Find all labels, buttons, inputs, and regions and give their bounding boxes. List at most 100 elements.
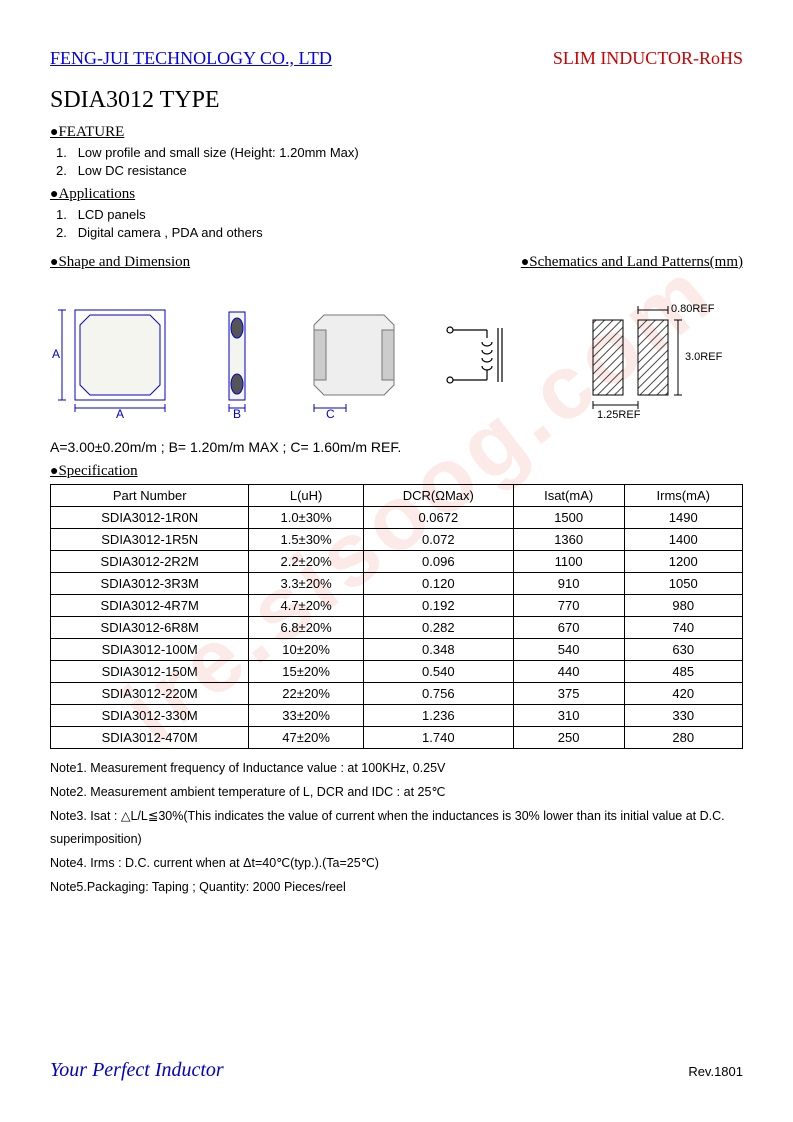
dimensions-text: A=3.00±0.20m/m ; B= 1.20m/m MAX ; C= 1.6…	[50, 439, 743, 455]
table-cell: 770	[513, 595, 624, 617]
diagram-row: A A B	[50, 295, 743, 425]
slogan: Your Perfect Inductor	[50, 1059, 224, 1082]
table-cell: SDIA3012-470M	[51, 727, 249, 749]
schematic-heading: Schematics and Land Patterns(mm)	[529, 254, 743, 270]
table-cell: SDIA3012-1R5N	[51, 529, 249, 551]
feature-heading: FEATURE	[58, 124, 124, 140]
table-cell: 6.8±20%	[249, 617, 364, 639]
application-item: 2. Digital camera , PDA and others	[56, 225, 743, 240]
table-cell: 4.7±20%	[249, 595, 364, 617]
table-cell: 1360	[513, 529, 624, 551]
table-cell: 0.192	[363, 595, 513, 617]
table-cell: SDIA3012-150M	[51, 661, 249, 683]
table-row: SDIA3012-470M47±20%1.740250280	[51, 727, 743, 749]
table-row: SDIA3012-330M33±20%1.236310330	[51, 705, 743, 727]
feature-item: 1. Low profile and small size (Height: 1…	[56, 145, 743, 160]
notes-block: Note1. Measurement frequency of Inductan…	[50, 757, 743, 900]
table-cell: 1.740	[363, 727, 513, 749]
dim-label-a2: A	[52, 347, 60, 361]
dim-label-c: C	[326, 407, 335, 420]
table-cell: 280	[624, 727, 742, 749]
diagram-schematic	[442, 300, 542, 420]
section-applications: ●Applications	[50, 186, 743, 203]
table-cell: 980	[624, 595, 742, 617]
ref-080: 0.80REF	[671, 303, 715, 315]
table-cell: 250	[513, 727, 624, 749]
table-cell: 1490	[624, 507, 742, 529]
spec-col-header: Part Number	[51, 485, 249, 507]
table-cell: 630	[624, 639, 742, 661]
spec-col-header: L(uH)	[249, 485, 364, 507]
table-cell: 1.0±30%	[249, 507, 364, 529]
table-cell: SDIA3012-6R8M	[51, 617, 249, 639]
table-cell: 330	[624, 705, 742, 727]
table-cell: 0.348	[363, 639, 513, 661]
table-row: SDIA3012-150M15±20%0.540440485	[51, 661, 743, 683]
table-cell: 15±20%	[249, 661, 364, 683]
table-row: SDIA3012-3R3M3.3±20%0.1209101050	[51, 573, 743, 595]
table-cell: 33±20%	[249, 705, 364, 727]
spec-col-header: Isat(mA)	[513, 485, 624, 507]
table-row: SDIA3012-1R5N1.5±30%0.07213601400	[51, 529, 743, 551]
note-line: Note2. Measurement ambient temperature o…	[50, 781, 743, 805]
table-cell: SDIA3012-2R2M	[51, 551, 249, 573]
table-cell: 1.236	[363, 705, 513, 727]
table-cell: SDIA3012-3R3M	[51, 573, 249, 595]
table-cell: 1100	[513, 551, 624, 573]
dim-label-b: B	[233, 407, 241, 420]
spec-col-header: Irms(mA)	[624, 485, 742, 507]
table-row: SDIA3012-1R0N1.0±30%0.067215001490	[51, 507, 743, 529]
table-cell: 22±20%	[249, 683, 364, 705]
table-cell: 740	[624, 617, 742, 639]
revision: Rev.1801	[688, 1064, 743, 1079]
table-cell: 0.0672	[363, 507, 513, 529]
diagram-top-view: A A	[50, 300, 180, 420]
table-row: SDIA3012-2R2M2.2±20%0.09611001200	[51, 551, 743, 573]
table-cell: 310	[513, 705, 624, 727]
table-cell: 2.2±20%	[249, 551, 364, 573]
table-cell: 0.120	[363, 573, 513, 595]
ref-125: 1.25REF	[597, 409, 641, 420]
table-cell: 485	[624, 661, 742, 683]
diagram-land-pattern: 0.80REF 3.0REF 1.25REF	[573, 300, 743, 420]
table-cell: 1.5±30%	[249, 529, 364, 551]
note-line: Note5.Packaging: Taping ; Quantity: 2000…	[50, 876, 743, 900]
table-cell: 3.3±20%	[249, 573, 364, 595]
company-name: FENG-JUI TECHNOLOGY CO., LTD	[50, 48, 332, 69]
table-row: SDIA3012-6R8M6.8±20%0.282670740	[51, 617, 743, 639]
ref-30: 3.0REF	[685, 351, 723, 363]
table-cell: 0.282	[363, 617, 513, 639]
header: FENG-JUI TECHNOLOGY CO., LTD SLIM INDUCT…	[50, 48, 743, 69]
table-cell: 420	[624, 683, 742, 705]
page-title: SDIA3012 TYPE	[50, 87, 743, 114]
note-line: Note1. Measurement frequency of Inductan…	[50, 757, 743, 781]
diagram-bottom-view: C	[302, 300, 412, 420]
table-cell: 1400	[624, 529, 742, 551]
section-schematic: ●Schematics and Land Patterns(mm)	[521, 254, 743, 271]
table-cell: 440	[513, 661, 624, 683]
table-cell: 47±20%	[249, 727, 364, 749]
table-cell: 1200	[624, 551, 742, 573]
table-cell: 1050	[624, 573, 742, 595]
table-cell: SDIA3012-4R7M	[51, 595, 249, 617]
table-cell: 670	[513, 617, 624, 639]
table-cell: 0.096	[363, 551, 513, 573]
table-cell: 375	[513, 683, 624, 705]
table-row: SDIA3012-100M10±20%0.348540630	[51, 639, 743, 661]
table-cell: SDIA3012-100M	[51, 639, 249, 661]
table-cell: 0.540	[363, 661, 513, 683]
table-cell: 540	[513, 639, 624, 661]
table-row: SDIA3012-220M22±20%0.756375420	[51, 683, 743, 705]
table-row: SDIA3012-4R7M4.7±20%0.192770980	[51, 595, 743, 617]
spec-heading: Specification	[58, 463, 137, 479]
section-shape: ●Shape and Dimension	[50, 254, 190, 271]
table-cell: 0.756	[363, 683, 513, 705]
product-type: SLIM INDUCTOR-RoHS	[553, 48, 743, 69]
footer: Your Perfect Inductor Rev.1801	[50, 1059, 743, 1082]
table-cell: SDIA3012-330M	[51, 705, 249, 727]
table-cell: 10±20%	[249, 639, 364, 661]
shape-heading: Shape and Dimension	[58, 254, 190, 270]
note-line: Note4. Irms : D.C. current when at Δt=40…	[50, 852, 743, 876]
diagram-side-view: B	[211, 300, 271, 420]
table-cell: SDIA3012-220M	[51, 683, 249, 705]
